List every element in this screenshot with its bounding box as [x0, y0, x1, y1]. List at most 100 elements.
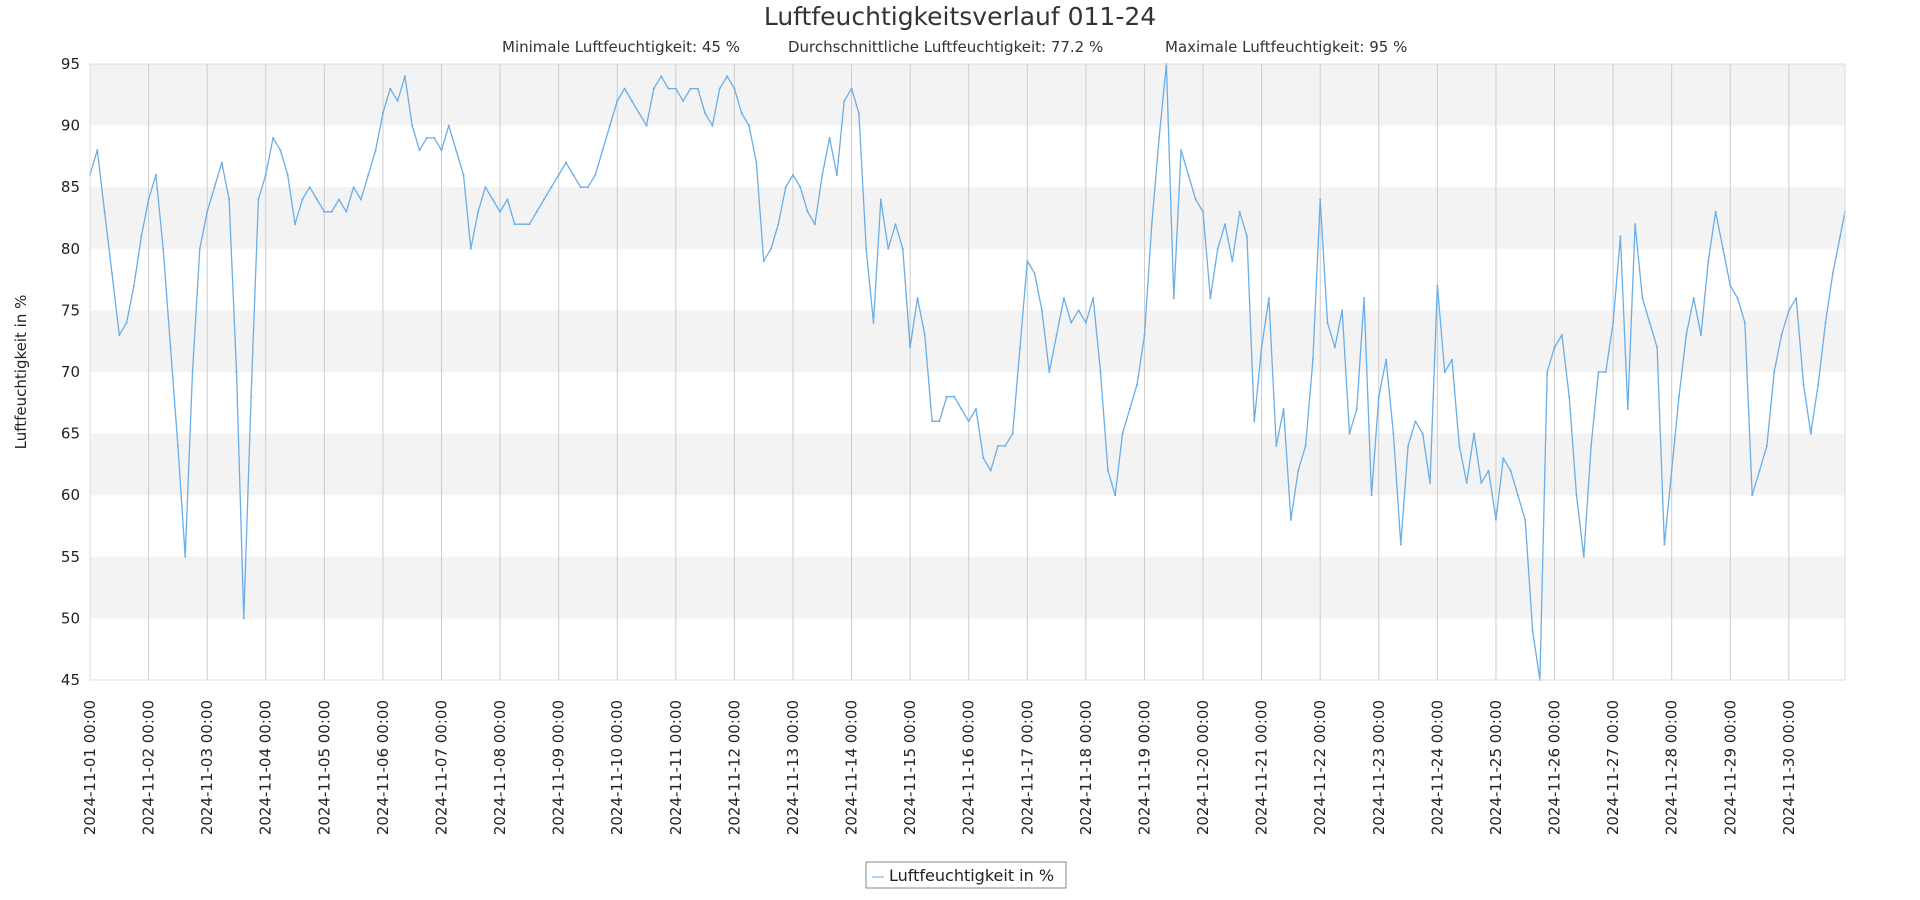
data-point	[784, 186, 787, 189]
data-point	[608, 124, 611, 127]
data-point	[1355, 408, 1358, 410]
grid-band	[90, 556, 1845, 619]
data-point	[601, 149, 604, 152]
data-point	[652, 87, 655, 90]
data-point	[594, 173, 597, 176]
x-tick-label: 2024-11-15 00:00	[901, 700, 919, 835]
data-point	[242, 617, 245, 620]
y-axis-label: Luftfeuchtigkeit in %	[12, 295, 30, 450]
data-point	[857, 112, 860, 115]
data-point	[1407, 444, 1410, 447]
grid-band	[90, 310, 1845, 372]
x-tick-label: 2024-11-18 00:00	[1077, 700, 1095, 835]
data-point	[294, 223, 296, 226]
data-point	[154, 173, 157, 176]
x-tick-label: 2024-11-21 00:00	[1253, 700, 1271, 835]
data-point	[828, 136, 831, 139]
data-point	[565, 161, 567, 164]
data-point	[667, 87, 670, 90]
data-point	[162, 247, 165, 250]
data-point	[1626, 408, 1629, 410]
data-point	[1377, 395, 1380, 398]
data-point	[1751, 494, 1754, 497]
data-point	[953, 395, 956, 398]
data-point	[1692, 297, 1695, 300]
data-point	[418, 149, 421, 152]
data-point	[740, 112, 743, 115]
data-point	[191, 371, 194, 373]
data-point	[1267, 297, 1270, 300]
data-point	[1121, 432, 1124, 435]
data-point	[1136, 383, 1139, 386]
data-point	[345, 210, 348, 213]
data-point	[660, 75, 663, 78]
data-point	[945, 395, 948, 398]
data-point	[630, 100, 633, 102]
data-point	[103, 210, 106, 213]
y-tick-label: 90	[61, 117, 80, 135]
data-point	[586, 186, 589, 189]
data-point	[499, 210, 502, 213]
x-tick-label: 2024-11-06 00:00	[374, 700, 392, 835]
data-point	[1238, 210, 1241, 213]
data-point	[213, 186, 216, 189]
stat-avg: Durchschnittliche Luftfeuchtigkeit: 77.2…	[788, 38, 1103, 56]
data-point	[1729, 284, 1732, 287]
data-point	[301, 198, 304, 201]
data-point	[184, 555, 187, 558]
data-point	[1026, 260, 1029, 263]
data-point	[447, 124, 450, 127]
data-point	[689, 87, 692, 90]
data-point	[623, 87, 626, 90]
data-point	[1465, 481, 1468, 484]
data-point	[1634, 223, 1637, 226]
data-point	[1817, 383, 1820, 386]
data-point	[1421, 432, 1424, 435]
y-tick-label: 55	[61, 548, 80, 566]
data-point	[1612, 321, 1615, 324]
data-point	[411, 124, 414, 127]
data-point	[762, 260, 765, 263]
data-point	[704, 112, 707, 115]
data-point	[389, 87, 392, 90]
data-point	[1099, 371, 1102, 373]
data-point	[1531, 629, 1534, 632]
data-point	[279, 149, 282, 152]
x-tick-label: 2024-11-25 00:00	[1487, 700, 1505, 835]
data-point	[440, 149, 443, 152]
legend[interactable]: Luftfeuchtigkeit in %	[865, 861, 1067, 889]
data-point	[1070, 321, 1073, 324]
data-point	[1736, 297, 1739, 300]
data-point	[696, 87, 699, 90]
data-point	[543, 198, 545, 201]
data-point	[1055, 334, 1058, 336]
x-tick-label: 2024-11-14 00:00	[843, 700, 861, 835]
data-point	[528, 223, 531, 226]
data-point	[111, 272, 113, 275]
data-point	[1253, 420, 1256, 423]
data-point	[1062, 297, 1065, 300]
data-point	[1773, 371, 1776, 373]
data-point	[989, 469, 992, 472]
vertical-gridlines	[89, 64, 1790, 680]
data-point	[1348, 432, 1351, 435]
data-point	[682, 100, 685, 102]
data-point	[1311, 358, 1314, 361]
data-point	[726, 75, 729, 78]
data-point	[1385, 358, 1388, 361]
data-point	[535, 210, 538, 213]
data-point	[997, 444, 999, 447]
data-point	[403, 75, 406, 78]
data-point	[1443, 371, 1446, 373]
data-point	[1590, 444, 1593, 447]
y-tick-label: 85	[61, 178, 80, 196]
stat-max: Maximale Luftfeuchtigkeit: 95 %	[1165, 38, 1407, 56]
data-point	[1106, 469, 1109, 472]
data-point	[513, 223, 516, 226]
data-point	[1282, 408, 1285, 410]
data-point	[1297, 469, 1300, 472]
x-tick-label: 2024-11-17 00:00	[1018, 700, 1036, 835]
data-point	[169, 346, 172, 349]
data-point	[806, 210, 809, 213]
